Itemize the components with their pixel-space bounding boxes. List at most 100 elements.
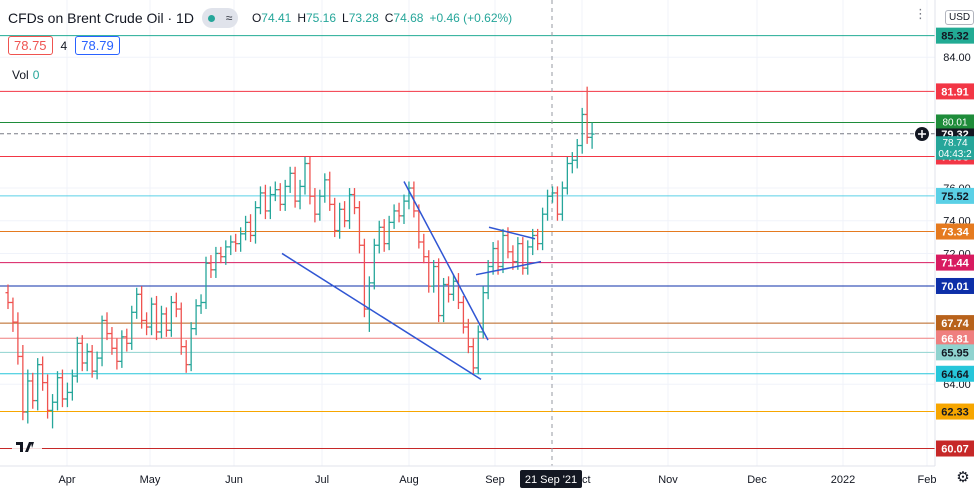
ohlc-bar: [124, 328, 130, 352]
low-label: L: [342, 11, 349, 25]
ohlc-bar: [94, 351, 100, 380]
ohlc-bar: [15, 312, 21, 365]
ohlc-bar: [564, 156, 570, 195]
trendline: [403, 181, 489, 341]
level-label: 81.91: [936, 83, 974, 100]
crosshair-x-label: 21 Sep '21: [520, 470, 582, 488]
ohlc-bar: [114, 338, 120, 370]
time-tick-label: Feb: [918, 474, 937, 486]
settings-gear-icon[interactable]: ⚙: [956, 469, 970, 486]
volume-legend: Vol 0: [12, 68, 39, 82]
ohlc-bar: [10, 297, 16, 332]
level-label: 64.64: [936, 365, 974, 382]
ohlc-bar: [391, 204, 397, 229]
svg-text:04:43:2: 04:43:2: [938, 149, 972, 160]
low-value: 73.28: [348, 11, 379, 25]
svg-text:60.07: 60.07: [941, 444, 969, 456]
ohlc-bar: [267, 186, 273, 220]
ohlc-bar: [317, 189, 323, 221]
ohlc-bar: [441, 277, 447, 323]
market-open-dot-icon: [207, 14, 215, 22]
ohlc-bar: [193, 299, 199, 336]
ohlc-bar: [154, 295, 159, 341]
sell-price-button[interactable]: 78.75: [8, 36, 53, 55]
level-label: 65.95: [936, 344, 974, 361]
ohlc-bar: [50, 394, 56, 429]
crosshair-plus-icon[interactable]: [915, 127, 929, 141]
ohlc-bar: [262, 184, 268, 220]
more-options-icon[interactable]: ⋮: [914, 6, 927, 21]
ohlc-bar: [297, 179, 303, 210]
ohlc-bar: [545, 189, 551, 221]
ohlc-bar: [327, 171, 333, 211]
time-tick-label: Dec: [747, 474, 767, 486]
trendline: [488, 226, 536, 240]
ohlc-bar: [59, 369, 65, 408]
volume-label: Vol: [12, 68, 29, 82]
ohlc-bar: [20, 345, 26, 421]
ohlc-bar: [470, 338, 476, 375]
ohlc-bar: [99, 315, 105, 367]
ohlc-bar: [495, 240, 501, 275]
ohlc-bars: [5, 86, 595, 429]
svg-text:73.34: 73.34: [941, 227, 969, 239]
ohlc-bar: [460, 295, 466, 334]
ohlc-bar: [109, 327, 115, 355]
ohlc-bar: [589, 122, 595, 149]
ohlc-bar: [144, 312, 150, 336]
ohlc-bar: [223, 240, 229, 265]
ohlc-bar: [371, 238, 377, 290]
high-value: 75.16: [306, 11, 337, 25]
ohlc-bar: [312, 188, 318, 223]
ohlc-bar: [421, 233, 427, 264]
time-tick-label: Apr: [58, 474, 75, 486]
ohlc-bar: [426, 250, 432, 293]
ohlc-bar: [455, 273, 461, 310]
ohlc-bar: [436, 258, 442, 323]
ohlc-bar: [55, 371, 60, 411]
ohlc-bar: [559, 181, 565, 221]
ohlc-bar: [149, 297, 155, 336]
ohlc-bar: [79, 335, 85, 372]
horizontal-levels: [0, 35, 935, 450]
high-label: H: [297, 11, 306, 25]
ohlc-bar: [243, 215, 249, 241]
ohlc-bar: [5, 284, 11, 310]
ohlc-bar: [356, 201, 362, 254]
trendlines: [281, 181, 542, 380]
ohlc-bar: [337, 202, 343, 239]
ohlc-bar: [208, 255, 214, 278]
ohlc-bar: [287, 166, 293, 193]
ohlc-bar: [84, 343, 90, 372]
ohlc-bar: [485, 259, 491, 300]
buy-price-button[interactable]: 78.79: [75, 36, 120, 55]
ohlc-bar: [104, 312, 110, 341]
market-status-toggle[interactable]: ≈: [201, 8, 238, 28]
ohlc-bar: [386, 215, 392, 251]
ohlc-bar: [535, 228, 541, 251]
tradingview-logo-icon: [12, 436, 42, 456]
ohlc-bar: [203, 256, 209, 310]
time-axis-ticks: AprMayJunJulAugSepOctNovDec2022Feb: [58, 474, 936, 486]
currency-selector[interactable]: USD: [945, 10, 975, 25]
svg-text:71.44: 71.44: [941, 258, 969, 270]
svg-text:80.01: 80.01: [942, 117, 967, 128]
ohlc-bar: [376, 220, 382, 254]
symbol-title[interactable]: CFDs on Brent Crude Oil · 1D: [8, 10, 194, 26]
level-label: 70.01: [936, 277, 974, 294]
chart-legend: CFDs on Brent Crude Oil · 1D ≈ O74.41 H7…: [8, 8, 512, 28]
ohlc-bar: [168, 295, 174, 337]
spread-value: 4: [60, 38, 68, 53]
price-tick-label: 64.00: [943, 379, 971, 391]
ohlc-bar: [490, 241, 496, 275]
ohlc-bar: [540, 207, 546, 251]
svg-text:62.33: 62.33: [941, 407, 969, 419]
close-label: C: [384, 11, 394, 25]
trendline: [475, 260, 542, 276]
ohlc-bar: [520, 237, 526, 275]
ohlc-bar: [35, 358, 41, 411]
ohlc-bar: [134, 287, 140, 319]
svg-text:78.74: 78.74: [942, 138, 967, 149]
ohlc-bar: [332, 197, 338, 238]
